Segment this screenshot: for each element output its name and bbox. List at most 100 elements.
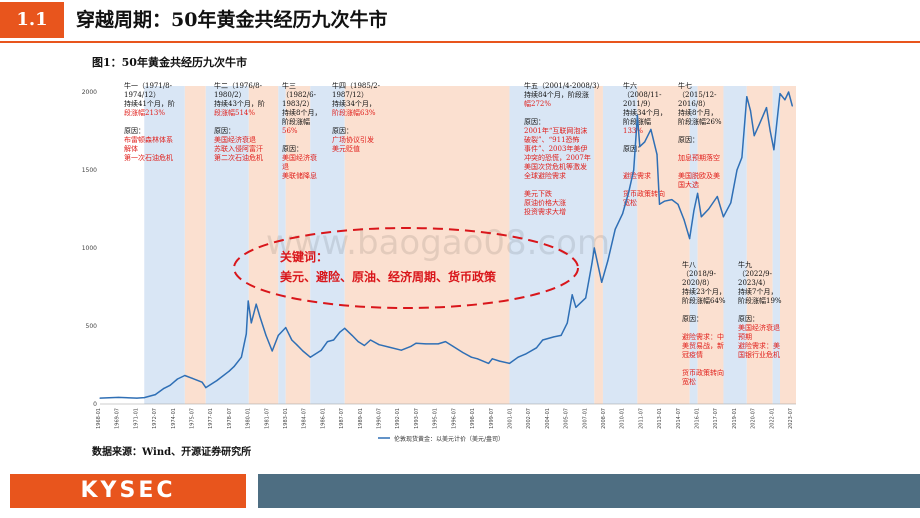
price-point: [320, 349, 322, 351]
annotation-line: 美联储降息: [282, 171, 317, 180]
price-point: [369, 339, 372, 341]
price-point: [614, 228, 616, 230]
price-point: [415, 342, 417, 344]
price-point: [357, 341, 359, 343]
x-tick-label: 1987-07: [339, 408, 345, 429]
annotation-line: 宽松: [623, 198, 637, 207]
annotation-line: 持续8个月，: [678, 108, 717, 117]
price-point: [560, 334, 562, 336]
price-point: [255, 303, 257, 305]
annotation-line: 广场协议引发: [332, 135, 374, 144]
price-point: [769, 130, 771, 132]
price-point: [677, 203, 679, 205]
price-point: [730, 202, 732, 204]
price-point: [671, 199, 673, 201]
annotation-line: 冠疫情: [682, 350, 703, 359]
price-point: [410, 345, 412, 347]
annotation-line: 原因：: [124, 127, 145, 135]
x-tick-label: 2011-07: [638, 408, 644, 429]
x-tick-label: 1993-07: [414, 408, 420, 429]
annotation-line: 美国经济衰退: [214, 135, 256, 144]
price-point: [326, 341, 329, 343]
x-tick-label: 1984-07: [302, 408, 308, 429]
cycle-band-bull: [723, 86, 747, 404]
cycle-band-bull: [689, 86, 698, 404]
annotation-line: 原因：: [682, 315, 703, 323]
x-tick-label: 1975-07: [190, 408, 196, 429]
price-point: [693, 209, 695, 212]
price-point: [169, 384, 171, 386]
annotation-line: 美元下跌: [524, 189, 552, 198]
annotation-bull7: 牛七（2015/12-2016/8）持续8个月，阶段涨幅26% 原因： 加息预期落空…: [678, 81, 722, 189]
price-point: [697, 192, 699, 194]
keyword-ellipse: [233, 227, 579, 309]
price-point: [117, 396, 120, 399]
y-tick-label: 1500: [82, 167, 97, 174]
price-point: [259, 316, 261, 318]
annotation-line: 持续41个月，阶: [124, 99, 175, 108]
price-point: [201, 381, 203, 383]
cycle-band-bull: [310, 86, 345, 404]
price-point: [636, 114, 638, 116]
price-point: [741, 156, 743, 159]
annotation-line: 持续34个月，: [332, 99, 376, 108]
keyword-list: 美元、避险、原油、经济周期、货币政策: [280, 269, 497, 284]
annotation-line: 货币政策转向: [623, 189, 665, 198]
legend-label: 伦敦现货黄金：以美元计价（美元/盎司）: [394, 435, 504, 443]
price-point: [296, 344, 298, 346]
annotation-line: 持续43个月，阶: [214, 99, 265, 108]
x-tick-label: 1981-07: [264, 408, 270, 429]
x-tick-label: 1992-01: [395, 408, 401, 429]
annotation-line: 第二次石油危机: [214, 153, 263, 162]
x-tick-label: 2022-01: [769, 408, 775, 429]
price-point: [339, 331, 341, 333]
cycle-band-bear: [344, 86, 510, 404]
x-tick-label: 1974-01: [171, 408, 177, 429]
annotation-line: 原因：: [214, 127, 235, 135]
price-point: [233, 365, 235, 368]
gold-price-line: [99, 91, 794, 399]
price-point: [575, 306, 577, 308]
annotation-line: 阶段涨幅63%: [332, 108, 376, 117]
price-point: [444, 341, 447, 343]
annotation-line: （2008/11-: [623, 91, 662, 99]
cycle-band-bear: [285, 86, 311, 404]
price-point: [176, 378, 179, 380]
annotation-line: 牛七: [678, 81, 692, 90]
annotation-bull4: 牛四（1985/2-1987/12）持续34个月，阶段涨幅63% 原因：广场协议引…: [332, 81, 381, 153]
x-tick-label: 1972-07: [152, 408, 158, 429]
annotation-bull8: 牛八（2018/9-2020/8）持续23个月，阶段涨幅64% 原因： 避险需求：中…: [682, 260, 726, 386]
annotation-line: 苏联入侵阿富汗: [214, 144, 263, 153]
price-point: [607, 259, 609, 262]
price-point: [650, 128, 652, 131]
price-point: [773, 149, 775, 151]
annotation-line: 冲突的恐慌，2007年: [524, 153, 591, 162]
annotation-line: 预期: [738, 332, 752, 341]
annotation-line: 牛二（1976/8-: [214, 81, 263, 90]
x-tick-label: 2008-07: [601, 408, 607, 429]
annotation-line: 原因：: [524, 118, 545, 126]
price-point: [240, 356, 243, 358]
cycle-band-bear: [780, 86, 796, 404]
price-point: [216, 380, 218, 382]
x-tick-label: 1968-01: [96, 408, 102, 429]
annotation-line: 牛一（1971/8-: [124, 81, 173, 90]
x-tick-label: 1996-07: [451, 408, 457, 429]
price-point: [722, 216, 725, 218]
data-source: 数据来源：Wind、开源证券研究所: [92, 447, 252, 458]
annotation-line: 阶段涨幅64%: [682, 296, 726, 305]
annotation-bull9: 牛九（2022/9-2023/4）持续7个月，阶段涨幅19% 原因：美国经济衰退预…: [738, 260, 782, 359]
annotation-line: （2022/9-: [738, 270, 773, 278]
legend: 伦敦现货黄金：以美元计价（美元/盎司）: [378, 435, 504, 443]
x-tick-label: 1977-01: [208, 408, 214, 429]
price-point: [425, 343, 427, 345]
price-point: [250, 322, 252, 324]
price-point: [716, 195, 718, 198]
price-point: [535, 347, 538, 349]
price-point: [753, 135, 755, 137]
annotation-line: （2018/9-: [682, 270, 717, 278]
annotation-line: 国银行业危机: [738, 350, 780, 359]
price-point: [143, 397, 145, 399]
